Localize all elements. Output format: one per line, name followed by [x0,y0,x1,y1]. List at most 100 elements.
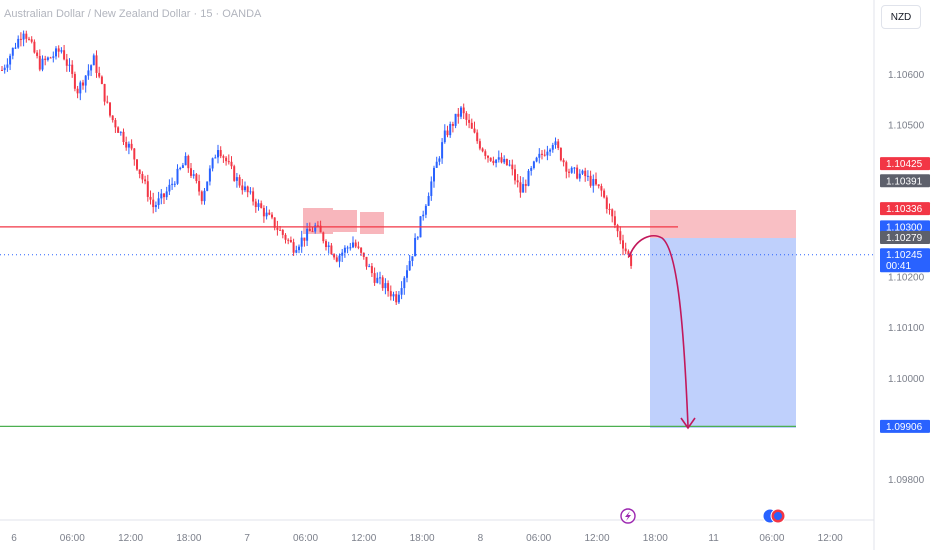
candle-body [316,225,319,227]
candle-body [362,252,365,257]
candle-body [28,38,30,40]
candle-body [576,167,579,179]
candle-body [397,294,400,303]
candle-body [187,155,190,169]
candle-body [481,148,484,152]
price-tag-bg [880,157,930,171]
price-tag-label: 1.10245 [886,250,923,261]
candle-body [38,55,41,70]
candle-body [581,170,584,174]
candle-body [570,167,573,173]
candle-body [430,181,433,196]
candle-body [551,145,554,150]
candle-body [79,82,82,94]
candle-body [500,157,503,163]
candle-body [532,161,535,169]
candle-body [238,177,241,186]
candle-body [473,128,476,133]
candle-body [33,41,36,53]
candle-body [30,39,33,42]
price-tag: 1.10279 [880,231,930,245]
candle-body [195,174,198,182]
price-tag-label: 1.10300 [886,222,923,233]
candle-body [154,205,157,208]
candle-body [179,167,182,169]
candle-body [368,266,371,268]
candle-body [25,33,28,39]
candle-body [1,69,3,71]
time-tick-label: 06:00 [60,533,85,544]
candle-body [349,247,352,249]
candle-body [568,171,570,173]
price-tag: 1.10425 [880,157,930,171]
candle-body [384,283,387,289]
currency-selector[interactable]: NZD [881,5,921,29]
take-profit-zone[interactable] [650,238,796,428]
candle-body [406,270,408,278]
time-tick-label: 18:00 [410,533,435,544]
candle-body [225,157,228,162]
candle-body [562,160,565,163]
time-tick-label: 7 [244,533,250,544]
price-tag: 1.10391 [880,174,930,188]
price-axis-labels: 1.10600 1.10500 1.10200 1.10100 1.10000 1.098… [888,70,925,486]
candle-body [379,277,381,279]
price-tag-label: 1.09906 [886,422,923,433]
candle-body [381,277,384,289]
time-axis-labels: 6 06:00 12:00 18:00 7 06:00 12:00 18:00 8 06:00 12… [11,533,843,544]
candle-body [352,242,354,248]
time-tick-label: 8 [478,533,484,544]
candle-body [249,191,252,193]
price-tag-bg [880,419,930,433]
candle-body [603,190,606,198]
candle-body [14,47,17,49]
candle-body [427,195,430,206]
currency-flag-icons[interactable] [762,508,786,524]
candle-body [597,184,600,187]
candle-body [73,73,76,89]
candle-body [557,141,560,149]
candle-body [87,70,90,76]
candle-body [514,169,516,181]
candle-body [76,88,79,94]
candle-body [330,245,333,255]
candle-body [141,174,144,180]
candle-body [613,216,616,226]
candle-body [624,248,627,252]
candle-body [306,228,309,241]
candle-body [465,113,468,120]
candle-body [265,212,268,217]
candle-body [103,83,106,102]
candle-body [181,165,184,168]
candle-body [60,50,63,52]
price-tick-label: 1.10600 [888,70,925,81]
candle-body [373,273,376,283]
candle-body [279,229,282,231]
candle-body [246,186,249,193]
candle-body [192,174,195,176]
price-tick-label: 1.10500 [888,121,925,132]
candle-body [168,184,171,192]
candle-body [57,48,60,52]
projection-arrow[interactable] [628,234,689,427]
candle-body [341,252,344,256]
candle-body [163,193,165,198]
candle-body [217,150,219,158]
candle-body [619,231,622,241]
candle-body [325,241,327,247]
candle-body [298,246,300,251]
candle-body [122,131,125,143]
candle-body [616,225,619,232]
candle-body [257,203,260,208]
candle-body [319,225,322,233]
candle-body [495,159,498,164]
candle-body [454,113,457,126]
price-tag: 1.10336 [880,202,930,216]
stop-loss-zone[interactable] [650,210,796,238]
candle-body [36,52,39,56]
candle-body [214,157,217,159]
candle-body [422,214,425,217]
lightning-icon[interactable] [620,508,636,524]
